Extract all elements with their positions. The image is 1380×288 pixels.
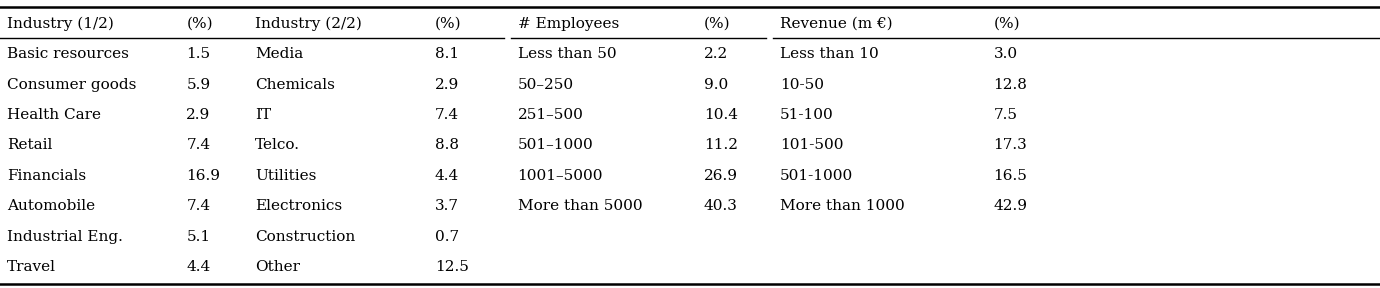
Text: 501-1000: 501-1000 (780, 169, 853, 183)
Text: 7.4: 7.4 (186, 139, 210, 152)
Text: Utilities: Utilities (255, 169, 316, 183)
Text: 1001–5000: 1001–5000 (518, 169, 603, 183)
Text: 10.4: 10.4 (704, 108, 738, 122)
Text: 5.1: 5.1 (186, 230, 210, 244)
Text: 2.9: 2.9 (435, 78, 460, 92)
Text: Health Care: Health Care (7, 108, 101, 122)
Text: 26.9: 26.9 (704, 169, 738, 183)
Text: Basic resources: Basic resources (7, 47, 128, 61)
Text: 2.9: 2.9 (186, 108, 211, 122)
Text: 10-50: 10-50 (780, 78, 824, 92)
Text: More than 1000: More than 1000 (780, 199, 904, 213)
Text: 16.5: 16.5 (994, 169, 1028, 183)
Text: Retail: Retail (7, 139, 52, 152)
Text: 1.5: 1.5 (186, 47, 210, 61)
Text: 16.9: 16.9 (186, 169, 221, 183)
Text: Revenue (m €): Revenue (m €) (780, 17, 893, 31)
Text: Electronics: Electronics (255, 199, 342, 213)
Text: 4.4: 4.4 (435, 169, 460, 183)
Text: 3.0: 3.0 (994, 47, 1017, 61)
Text: Financials: Financials (7, 169, 86, 183)
Text: Industrial Eng.: Industrial Eng. (7, 230, 123, 244)
Text: 7.4: 7.4 (186, 199, 210, 213)
Text: Other: Other (255, 260, 301, 274)
Text: Travel: Travel (7, 260, 57, 274)
Text: Consumer goods: Consumer goods (7, 78, 137, 92)
Text: 40.3: 40.3 (704, 199, 738, 213)
Text: # Employees: # Employees (518, 17, 618, 31)
Text: 9.0: 9.0 (704, 78, 729, 92)
Text: More than 5000: More than 5000 (518, 199, 642, 213)
Text: (%): (%) (435, 17, 461, 31)
Text: (%): (%) (704, 17, 730, 31)
Text: Telco.: Telco. (255, 139, 301, 152)
Text: 3.7: 3.7 (435, 199, 458, 213)
Text: 50–250: 50–250 (518, 78, 574, 92)
Text: 7.4: 7.4 (435, 108, 458, 122)
Text: IT: IT (255, 108, 272, 122)
Text: 17.3: 17.3 (994, 139, 1027, 152)
Text: 12.8: 12.8 (994, 78, 1028, 92)
Text: Industry (2/2): Industry (2/2) (255, 17, 362, 31)
Text: (%): (%) (186, 17, 213, 31)
Text: Chemicals: Chemicals (255, 78, 335, 92)
Text: 251–500: 251–500 (518, 108, 584, 122)
Text: 501–1000: 501–1000 (518, 139, 593, 152)
Text: 2.2: 2.2 (704, 47, 729, 61)
Text: 101-500: 101-500 (780, 139, 843, 152)
Text: 8.1: 8.1 (435, 47, 458, 61)
Text: Construction: Construction (255, 230, 356, 244)
Text: Automobile: Automobile (7, 199, 95, 213)
Text: 5.9: 5.9 (186, 78, 210, 92)
Text: (%): (%) (994, 17, 1020, 31)
Text: Less than 50: Less than 50 (518, 47, 615, 61)
Text: 12.5: 12.5 (435, 260, 469, 274)
Text: 0.7: 0.7 (435, 230, 458, 244)
Text: 4.4: 4.4 (186, 260, 211, 274)
Text: 42.9: 42.9 (994, 199, 1028, 213)
Text: 11.2: 11.2 (704, 139, 738, 152)
Text: 7.5: 7.5 (994, 108, 1017, 122)
Text: 51-100: 51-100 (780, 108, 834, 122)
Text: Less than 10: Less than 10 (780, 47, 879, 61)
Text: Industry (1/2): Industry (1/2) (7, 17, 113, 31)
Text: 8.8: 8.8 (435, 139, 458, 152)
Text: Media: Media (255, 47, 304, 61)
